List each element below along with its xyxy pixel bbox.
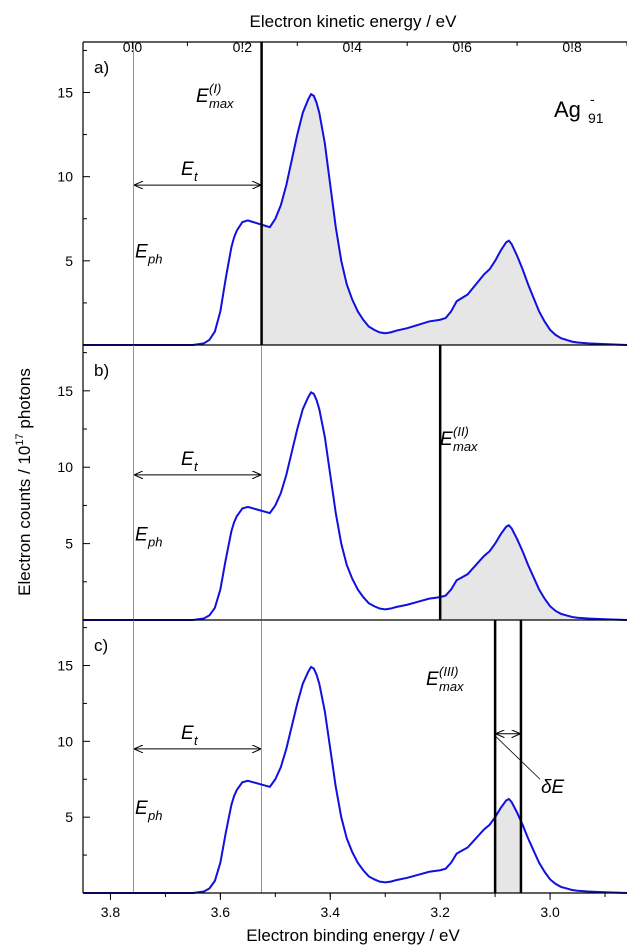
y-tick-label: 10 — [57, 733, 73, 749]
emax-label-base: E — [426, 669, 439, 690]
panel-label: c) — [94, 636, 108, 655]
top-x-tick-label: 0.2 — [233, 39, 253, 55]
bottom-x-tick-label: 3.0 — [540, 904, 560, 920]
et-label-base: E — [181, 723, 194, 744]
emax-label-superscript: (III) — [439, 664, 459, 679]
y-tick-label: 10 — [57, 459, 73, 475]
y-tick-label: 15 — [57, 383, 73, 399]
emax-label-subscript: max — [439, 679, 464, 694]
delta-e-label: δE — [541, 777, 565, 798]
top-x-tick-label: 0.6 — [452, 39, 472, 55]
eph-label-base: E — [135, 241, 148, 262]
emax-label-subscript: max — [453, 439, 478, 454]
bottom-x-tick-label: 3.6 — [211, 904, 231, 920]
species-label: Ag 91 - — [554, 91, 604, 126]
emax-label-base: E — [440, 429, 453, 450]
shaded-region — [261, 94, 627, 345]
bottom-x-tick-label: 3.4 — [321, 904, 341, 920]
top-x-axis: 0.0 0.2 0.4 0.6 0.8 — [123, 39, 627, 55]
bottom-x-axis-title: Electron binding energy / eV — [246, 926, 460, 945]
eph-label-base: E — [135, 798, 148, 819]
y-tick-label: 15 — [57, 658, 73, 674]
et-label-subscript: t — [194, 169, 199, 184]
y-tick-label: 5 — [65, 253, 73, 269]
et-label-subscript: t — [194, 733, 199, 748]
spectrum-line — [83, 391, 627, 621]
emax-label-superscript: (II) — [453, 424, 469, 439]
y-axis-title: Electron counts / 1017 photons — [14, 368, 34, 596]
emax-label-superscript: (I) — [209, 81, 221, 96]
shaded-region — [495, 798, 521, 893]
bottom-x-tick-label: 3.2 — [430, 904, 450, 920]
panel-label: b) — [94, 361, 109, 380]
y-tick-label: 5 — [65, 536, 73, 552]
et-label-base: E — [181, 449, 194, 470]
emax-label-base: E — [196, 86, 209, 107]
species-superscript: - — [590, 91, 595, 107]
eph-label-subscript: ph — [147, 251, 162, 266]
y-axis-title-exponent: 17 — [14, 433, 26, 445]
et-label-subscript: t — [194, 459, 199, 474]
top-x-axis-title: Electron kinetic energy / eV — [250, 12, 458, 31]
eph-label-base: E — [135, 525, 148, 546]
eph-label-subscript: ph — [147, 535, 162, 550]
et-label-base: E — [181, 159, 194, 180]
bottom-x-tick-label: 3.8 — [101, 904, 121, 920]
y-tick-label: 15 — [57, 85, 73, 101]
species-subscript: 91 — [588, 110, 604, 126]
delta-e-leader — [493, 734, 541, 780]
bottom-x-axis: 3.8 3.6 3.4 3.2 3.0 — [101, 893, 606, 920]
spectrum-line — [83, 92, 627, 346]
shaded-region — [440, 525, 627, 620]
species-base: Ag — [554, 97, 581, 122]
emax-label-subscript: max — [209, 96, 234, 111]
panel-label: a) — [94, 58, 109, 77]
y-axis-title-end: photons — [15, 368, 34, 433]
spectrum-line — [83, 665, 627, 894]
y-tick-label: 10 — [57, 169, 73, 185]
top-x-tick-label: 0.4 — [343, 39, 363, 55]
y-axis-title-main: Electron counts / 10 — [15, 446, 34, 596]
top-x-tick-label: 0.8 — [562, 39, 582, 55]
eph-label-subscript: ph — [147, 808, 162, 823]
top-x-tick-label: 0.0 — [123, 39, 143, 55]
y-tick-label: 5 — [65, 809, 73, 825]
